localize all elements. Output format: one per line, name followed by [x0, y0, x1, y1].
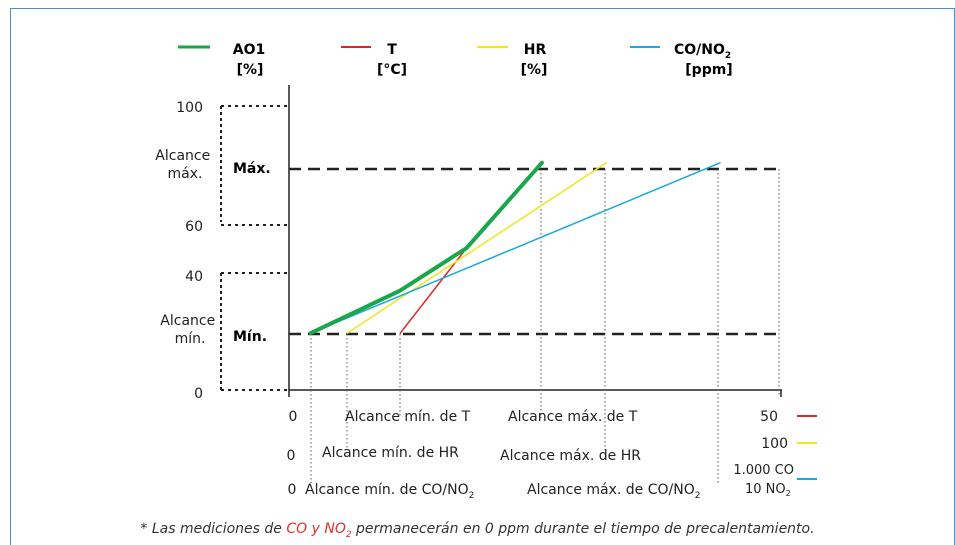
- series-layer: [308, 160, 721, 336]
- footnote-highlight: CO y NO2: [286, 521, 352, 540]
- series-line-co-no2: [309, 162, 721, 334]
- y-tick-100: 100: [176, 100, 203, 116]
- footnote: * Las mediciones de CO y NO2 permanecerá…: [0, 521, 955, 540]
- min-marker: Mín.: [233, 329, 267, 345]
- y-tick-60: 60: [185, 219, 203, 235]
- footnote-prefix: * Las mediciones de: [140, 521, 287, 537]
- x-row-t: 0 Alcance mín. de T Alcance máx. de T 50: [289, 409, 817, 425]
- x-row-t-max: Alcance máx. de T: [508, 409, 638, 425]
- legend-t-unit: [°C]: [377, 62, 407, 78]
- x-row-t-zero: 0: [289, 409, 298, 425]
- x-row-hr-min: Alcance mín. de HR: [322, 445, 459, 461]
- x-row-hr-zero: 0: [287, 448, 296, 464]
- series-line-ao1: [308, 160, 544, 336]
- x-row-co: 0 Alcance mín. de CO/NO2 Alcance máx. de…: [288, 463, 817, 501]
- legend-t-name: T: [387, 42, 397, 58]
- legend-co-name: CO/NO2: [674, 42, 731, 61]
- x-row-co-end2: 10 NO2: [745, 482, 791, 498]
- series-line-hr: [346, 162, 608, 334]
- x-row-hr: 0 Alcance mín. de HR Alcance máx. de HR …: [287, 436, 817, 464]
- tick-dots: [221, 105, 289, 391]
- range-max-label-line1: Alcance: [155, 148, 210, 164]
- range-max-label-line2: máx.: [168, 166, 203, 182]
- x-row-t-min: Alcance mín. de T: [345, 409, 471, 425]
- x-row-co-end: 1.000 CO: [733, 463, 794, 478]
- range-min-label-line2: mín.: [175, 331, 206, 347]
- y-tick-40: 40: [185, 269, 203, 285]
- legend-ao1-name: AO1: [233, 42, 265, 58]
- legend-hr-name: HR: [524, 42, 547, 58]
- legend: AO1 [%] T [°C] HR [%] CO/NO2 [ppm]: [178, 42, 733, 78]
- range-min-label: Alcance mín.: [160, 313, 219, 347]
- x-row-t-end: 50: [760, 409, 778, 425]
- x-row-co-max: Alcance máx. de CO/NO2: [527, 482, 700, 501]
- x-row-co-zero: 0: [288, 482, 297, 498]
- guide-lines: [310, 169, 780, 483]
- x-row-hr-max: Alcance máx. de HR: [500, 448, 641, 464]
- max-marker: Máx.: [233, 161, 271, 177]
- legend-co-unit: [ppm]: [685, 62, 732, 78]
- range-min-label-line1: Alcance: [160, 313, 215, 329]
- footnote-suffix: permanecerán en 0 ppm durante el tiempo …: [351, 521, 815, 537]
- range-max-label: Alcance máx.: [155, 148, 214, 182]
- y-tick-0: 0: [194, 386, 203, 402]
- legend-ao1-unit: [%]: [237, 62, 264, 78]
- x-row-hr-end: 100: [761, 436, 788, 452]
- legend-hr-unit: [%]: [521, 62, 548, 78]
- x-row-co-min: Alcance mín. de CO/NO2: [305, 482, 474, 501]
